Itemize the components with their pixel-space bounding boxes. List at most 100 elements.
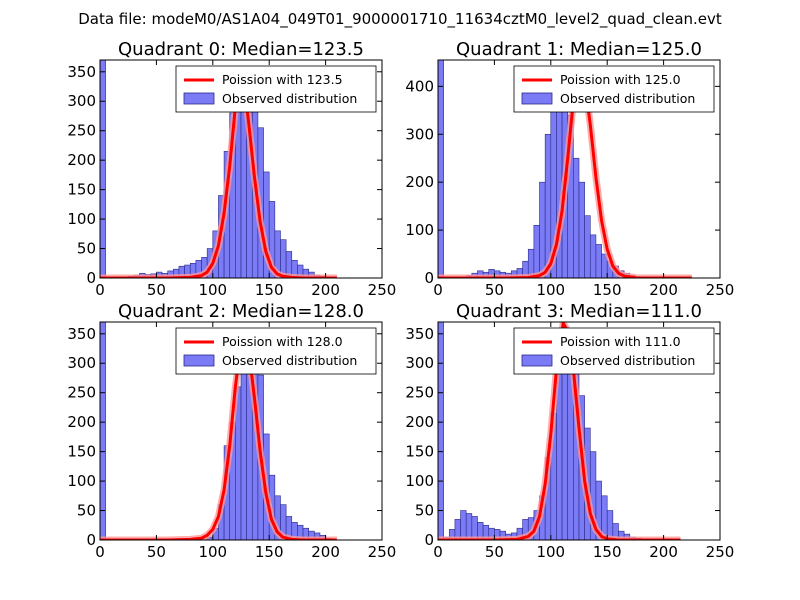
x-tick-label: 0 xyxy=(433,543,443,561)
y-tick-label: 250 xyxy=(67,122,96,140)
histogram-bar xyxy=(100,322,106,540)
y-tick-label: 100 xyxy=(67,472,96,490)
y-tick-label: 350 xyxy=(67,63,96,81)
subplot-quadrant-2: Quadrant 2: Median=128.0 0 50 100 150 200 250 0… xyxy=(67,301,396,561)
legend-patch-swatch xyxy=(183,92,215,105)
legend-label: Observed distribution xyxy=(560,91,695,106)
histogram-bar xyxy=(471,516,478,540)
histogram-bar xyxy=(539,181,546,278)
x-tick-label: 200 xyxy=(311,281,340,299)
x-tick-label: 150 xyxy=(593,281,622,299)
legend: Poission with 125.0 Observed distribution xyxy=(513,65,715,113)
y-tick-label: 200 xyxy=(405,413,434,431)
y-tick-label: 150 xyxy=(405,443,434,461)
y-tick-label: 250 xyxy=(67,384,96,402)
y-tick-label: 300 xyxy=(67,92,96,110)
plot-area xyxy=(438,60,692,278)
legend-label: Poission with 125.0 xyxy=(560,72,681,87)
y-tick-label: 300 xyxy=(67,354,96,372)
x-tick-label: 200 xyxy=(649,543,678,561)
y-tick-label: 150 xyxy=(67,443,96,461)
subplot-quadrant-3: Quadrant 3: Median=111.0 0 50 100 150 200 250 0… xyxy=(405,301,734,561)
histogram-bar xyxy=(438,60,444,278)
y-tick-label: 250 xyxy=(405,384,434,402)
y-tick-label: 100 xyxy=(405,472,434,490)
x-tick-label: 0 xyxy=(433,281,443,299)
subplot-title: Quadrant 3: Median=111.0 xyxy=(456,301,702,322)
subplot-quadrant-1: Quadrant 1: Median=125.0 0 50 100 150 200 250 0… xyxy=(405,39,734,299)
legend-label: Observed distribution xyxy=(560,353,695,368)
y-tick-label: 0 xyxy=(424,531,434,549)
x-tick-label: 100 xyxy=(536,543,565,561)
y-tick-label: 0 xyxy=(86,269,96,287)
y-tick-label: 100 xyxy=(67,210,96,228)
x-tick-label: 100 xyxy=(198,543,227,561)
histogram-bar xyxy=(533,224,540,278)
x-tick-label: 250 xyxy=(706,543,735,561)
x-tick-label: 0 xyxy=(95,543,105,561)
histogram-bar xyxy=(561,351,569,540)
legend-patch-swatch xyxy=(521,354,553,367)
subplot-quadrant-0: Quadrant 0: Median=123.5 0 50 100 150 200 250 0… xyxy=(67,39,396,299)
y-tick-label: 200 xyxy=(405,173,434,191)
histogram-bar xyxy=(460,510,467,540)
y-tick-label: 50 xyxy=(77,502,96,520)
y-tick-label: 200 xyxy=(67,151,96,169)
x-tick-label: 150 xyxy=(255,543,284,561)
axes-frame xyxy=(437,321,721,541)
histogram-bar xyxy=(465,513,473,540)
x-tick-label: 250 xyxy=(706,281,735,299)
figure-suptitle: Data file: modeM0/AS1A04_049T01_90000017… xyxy=(78,10,722,29)
y-tick-label: 350 xyxy=(405,325,434,343)
histogram-bar xyxy=(100,60,106,278)
legend-patch-swatch xyxy=(521,92,553,105)
legend-label: Poission with 123.5 xyxy=(222,72,343,87)
histogram-bar xyxy=(438,322,444,540)
histogram-bar xyxy=(589,234,597,278)
y-tick-label: 0 xyxy=(424,269,434,287)
x-tick-label: 200 xyxy=(311,543,340,561)
y-tick-label: 300 xyxy=(405,354,434,372)
histogram-bar xyxy=(595,244,602,278)
y-tick-label: 300 xyxy=(405,125,434,143)
legend: Poission with 111.0 Observed distribution xyxy=(513,327,715,375)
x-tick-label: 0 xyxy=(95,281,105,299)
subplot-title: Quadrant 0: Median=123.5 xyxy=(118,39,364,60)
legend-patch-swatch xyxy=(183,354,215,367)
legend-label: Observed distribution xyxy=(222,91,357,106)
x-tick-label: 250 xyxy=(368,281,397,299)
legend-label: Observed distribution xyxy=(222,353,357,368)
legend-label: Poission with 128.0 xyxy=(222,334,343,349)
subplot-title: Quadrant 1: Median=125.0 xyxy=(456,39,702,60)
x-tick-label: 50 xyxy=(485,281,504,299)
y-tick-label: 0 xyxy=(86,531,96,549)
histogram-bar xyxy=(240,351,247,540)
x-tick-label: 250 xyxy=(368,543,397,561)
axes-frame xyxy=(99,59,383,279)
histogram-bar xyxy=(578,181,585,278)
x-tick-label: 50 xyxy=(147,543,166,561)
legend: Poission with 128.0 Observed distribution xyxy=(175,327,377,375)
x-tick-label: 150 xyxy=(593,543,622,561)
y-tick-label: 350 xyxy=(67,325,96,343)
histogram-bar xyxy=(584,215,591,278)
x-tick-label: 150 xyxy=(255,281,284,299)
y-tick-label: 200 xyxy=(67,413,96,431)
histogram-bar xyxy=(573,157,580,278)
x-tick-label: 100 xyxy=(198,281,227,299)
y-tick-label: 150 xyxy=(67,181,96,199)
legend-label: Poission with 111.0 xyxy=(560,334,681,349)
y-tick-label: 400 xyxy=(405,77,434,95)
axes-frame xyxy=(437,59,721,279)
x-tick-label: 200 xyxy=(649,281,678,299)
axes-frame xyxy=(99,321,383,541)
x-tick-label: 50 xyxy=(485,543,504,561)
y-tick-label: 50 xyxy=(415,502,434,520)
y-tick-label: 100 xyxy=(405,221,434,239)
legend: Poission with 123.5 Observed distribution xyxy=(175,65,377,113)
y-tick-label: 50 xyxy=(77,240,96,258)
subplot-title: Quadrant 2: Median=128.0 xyxy=(118,301,364,322)
x-tick-label: 50 xyxy=(147,281,166,299)
x-tick-label: 100 xyxy=(536,281,565,299)
